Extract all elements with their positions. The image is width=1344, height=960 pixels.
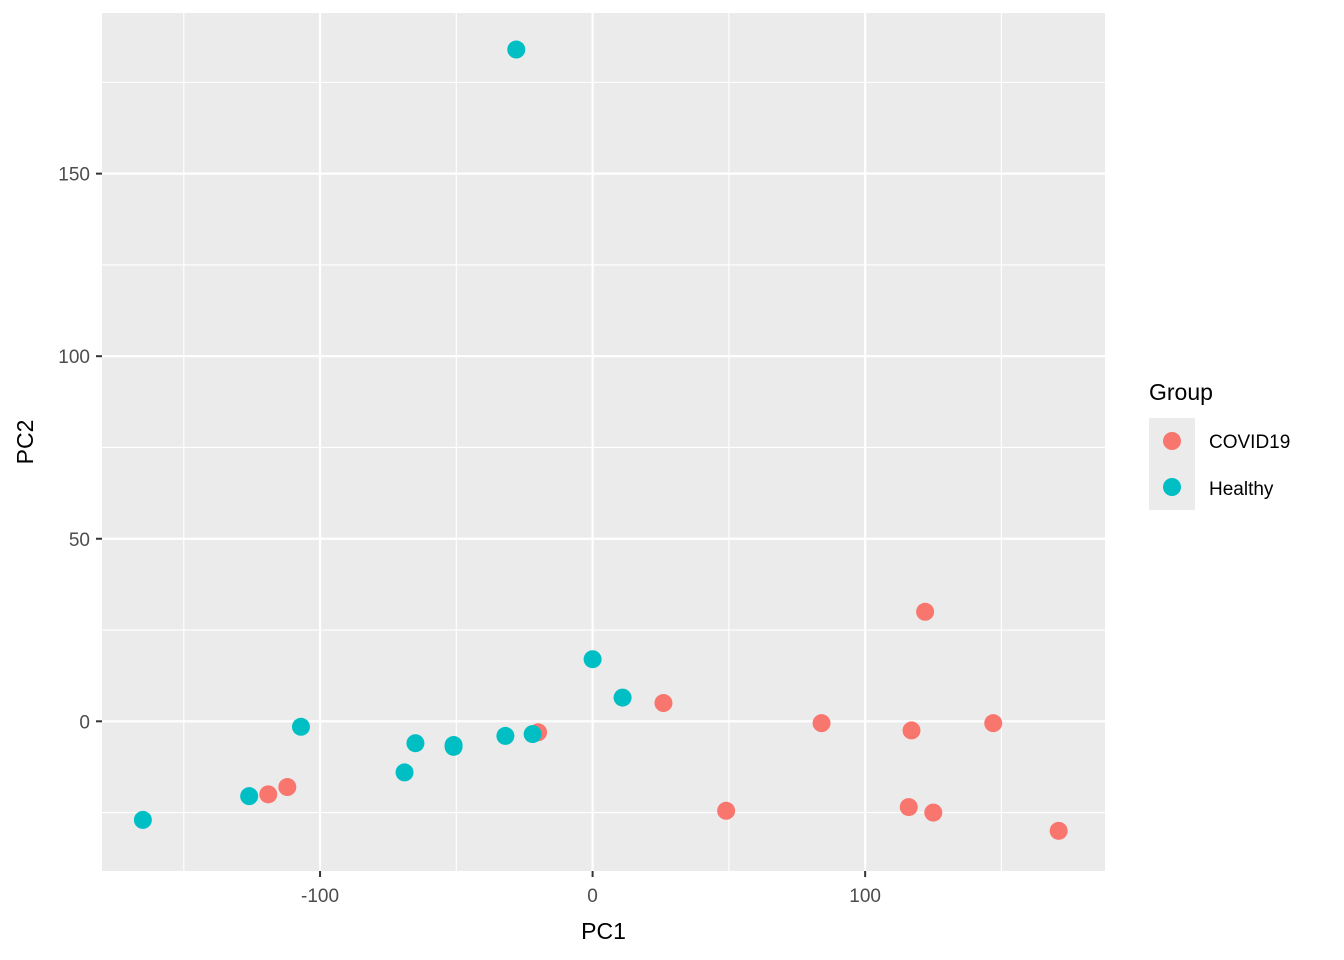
point-covid19 xyxy=(278,778,297,797)
y-tick-label: 0 xyxy=(79,712,90,733)
y-axis-title: PC2 xyxy=(12,420,38,465)
point-healthy xyxy=(507,40,526,59)
point-healthy xyxy=(133,810,152,829)
point-covid19 xyxy=(717,801,736,820)
point-healthy xyxy=(240,787,259,806)
point-healthy xyxy=(291,717,310,736)
legend: Group COVID19 Healthy xyxy=(1149,379,1290,510)
x-axis: -100 0 100 xyxy=(301,871,881,907)
major-gridlines xyxy=(102,13,1105,871)
y-axis: 0 50 100 150 xyxy=(58,165,102,733)
point-covid19 xyxy=(654,694,673,713)
point-healthy xyxy=(523,725,542,744)
legend-key-healthy xyxy=(1163,478,1181,496)
legend-label-healthy: Healthy xyxy=(1209,479,1274,500)
point-healthy xyxy=(444,736,463,755)
legend-title: Group xyxy=(1149,379,1213,405)
x-axis-title: PC1 xyxy=(581,918,626,944)
data-points xyxy=(133,40,1068,840)
x-tick-label: -100 xyxy=(301,886,339,907)
point-covid19 xyxy=(812,714,831,733)
y-tick-label: 50 xyxy=(69,530,90,551)
y-tick-label: 150 xyxy=(58,165,90,186)
y-tick-label: 100 xyxy=(58,347,90,368)
point-covid19 xyxy=(924,803,943,822)
point-healthy xyxy=(613,688,632,707)
point-covid19 xyxy=(1049,821,1068,840)
point-healthy xyxy=(496,726,515,745)
point-healthy xyxy=(395,763,414,782)
point-healthy xyxy=(583,650,602,669)
point-covid19 xyxy=(902,721,921,740)
minor-gridlines xyxy=(102,13,1105,871)
point-covid19 xyxy=(916,602,935,621)
point-covid19 xyxy=(899,798,918,817)
point-covid19 xyxy=(259,785,278,804)
x-tick-label: 0 xyxy=(587,886,598,907)
x-tick-label: 100 xyxy=(849,886,881,907)
point-covid19 xyxy=(984,714,1003,733)
legend-label-covid19: COVID19 xyxy=(1209,432,1290,453)
legend-key-covid19 xyxy=(1163,432,1181,450)
plot-panel xyxy=(102,13,1105,871)
point-healthy xyxy=(406,734,425,753)
